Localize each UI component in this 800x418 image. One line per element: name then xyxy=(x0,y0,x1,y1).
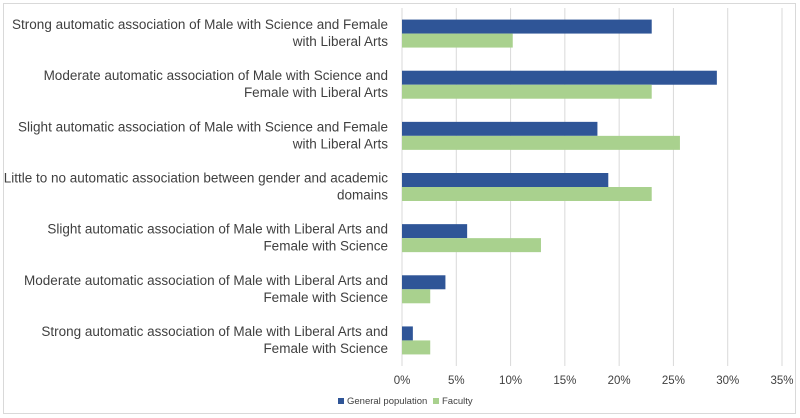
bar-faculty xyxy=(402,135,680,150)
bar-faculty xyxy=(402,84,652,99)
category-label: Moderate automatic association of Male w… xyxy=(24,273,388,288)
category-label: Strong automatic association of Male wit… xyxy=(41,324,388,339)
bar-faculty xyxy=(402,340,431,355)
bar-faculty xyxy=(402,238,541,253)
x-tick-label: 20% xyxy=(608,375,631,387)
bar-general-population xyxy=(402,19,652,34)
legend-swatch-faculty xyxy=(433,398,439,404)
bar-general-population xyxy=(402,224,468,239)
legend-label: Faculty xyxy=(442,396,473,407)
bar-faculty xyxy=(402,289,431,304)
category-label: with Liberal Arts xyxy=(292,136,389,151)
x-tick-label: 0% xyxy=(394,375,411,387)
x-tick-label: 10% xyxy=(499,375,522,387)
category-label: Slight automatic association of Male wit… xyxy=(18,119,388,134)
x-tick-label: 15% xyxy=(553,375,576,387)
bar-faculty xyxy=(402,187,652,201)
bar-general-population xyxy=(402,173,609,187)
category-label: Female with Liberal Arts xyxy=(244,85,388,100)
category-label: Female with Science xyxy=(263,290,388,305)
bar-general-population xyxy=(402,70,717,85)
x-tick-label: 30% xyxy=(716,375,739,387)
category-label: domains xyxy=(337,188,388,203)
bar-general-population xyxy=(402,326,413,341)
bar-general-population xyxy=(402,121,598,136)
x-tick-label: 25% xyxy=(662,375,685,387)
category-label: Strong automatic association of Male wit… xyxy=(12,17,388,32)
category-label: Female with Science xyxy=(263,341,388,356)
bar-general-population xyxy=(402,275,446,290)
bar-faculty xyxy=(402,33,513,48)
legend-label: General population xyxy=(347,396,427,407)
x-tick-label: 5% xyxy=(448,375,465,387)
category-label: Female with Science xyxy=(263,239,388,254)
category-label: Slight automatic association of Male wit… xyxy=(47,222,388,237)
x-tick-label: 35% xyxy=(770,375,793,387)
category-label: Little to no automatic association betwe… xyxy=(4,171,388,186)
category-label: with Liberal Arts xyxy=(292,34,389,49)
legend-swatch-general-population xyxy=(338,398,344,404)
category-label: Moderate automatic association of Male w… xyxy=(44,68,388,83)
